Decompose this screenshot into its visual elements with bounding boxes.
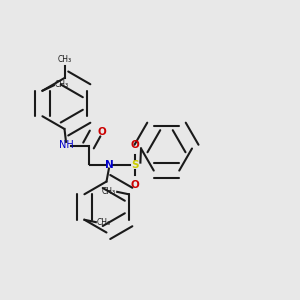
Text: O: O bbox=[130, 180, 140, 190]
Text: CH₃: CH₃ bbox=[102, 187, 116, 196]
Text: NH: NH bbox=[58, 140, 74, 151]
Text: O: O bbox=[98, 127, 106, 137]
Text: CH₃: CH₃ bbox=[55, 80, 69, 89]
Text: CH₃: CH₃ bbox=[57, 56, 72, 64]
Text: CH₃: CH₃ bbox=[97, 218, 111, 227]
Text: O: O bbox=[130, 140, 139, 150]
Text: S: S bbox=[131, 160, 139, 170]
Text: N: N bbox=[105, 160, 114, 170]
